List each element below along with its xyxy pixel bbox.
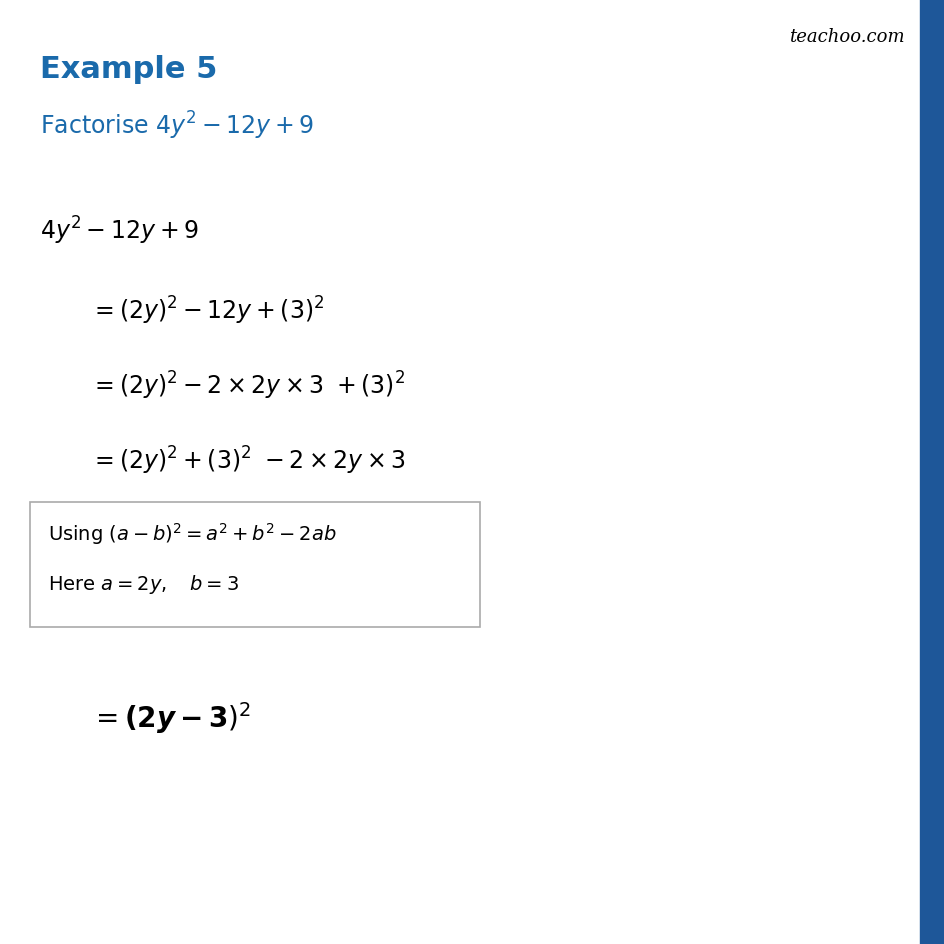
Text: Example 5: Example 5 <box>40 55 217 84</box>
Text: $4y^2 - 12y + 9$: $4y^2 - 12y + 9$ <box>40 215 198 247</box>
Text: $= \boldsymbol{(2y - 3)^2}$: $= \boldsymbol{(2y - 3)^2}$ <box>90 700 251 735</box>
Text: $= (2y)^2 - 2 \times 2y \times 3\ + (3)^2$: $= (2y)^2 - 2 \times 2y \times 3\ + (3)^… <box>90 370 405 402</box>
Bar <box>919 0 944 944</box>
FancyBboxPatch shape <box>30 502 480 628</box>
Text: Here $a = 2y, \quad b = 3$: Here $a = 2y, \quad b = 3$ <box>48 572 239 596</box>
Text: Factorise $4y^2 - 12y + 9$: Factorise $4y^2 - 12y + 9$ <box>40 110 313 142</box>
Text: $= (2y)^2 - 12y + (3)^2$: $= (2y)^2 - 12y + (3)^2$ <box>90 295 324 327</box>
Text: Using $(a - b)^2 = a^2 + b^2 - 2ab$: Using $(a - b)^2 = a^2 + b^2 - 2ab$ <box>48 520 336 547</box>
Text: $= (2y)^2 + (3)^2\ - 2 \times 2y \times 3$: $= (2y)^2 + (3)^2\ - 2 \times 2y \times … <box>90 445 405 477</box>
Text: teachoo.com: teachoo.com <box>788 28 904 46</box>
